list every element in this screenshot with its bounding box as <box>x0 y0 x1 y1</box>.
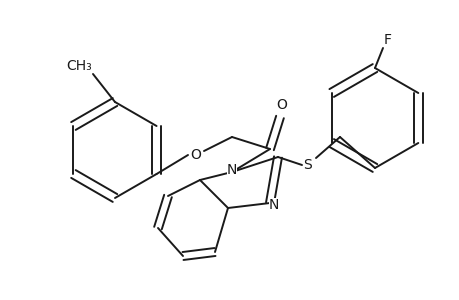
Text: O: O <box>276 98 287 112</box>
Text: S: S <box>303 158 312 172</box>
Text: N: N <box>268 198 279 212</box>
Text: CH₃: CH₃ <box>66 59 92 73</box>
Text: F: F <box>383 33 391 47</box>
Text: O: O <box>190 148 201 162</box>
Text: N: N <box>226 163 237 177</box>
